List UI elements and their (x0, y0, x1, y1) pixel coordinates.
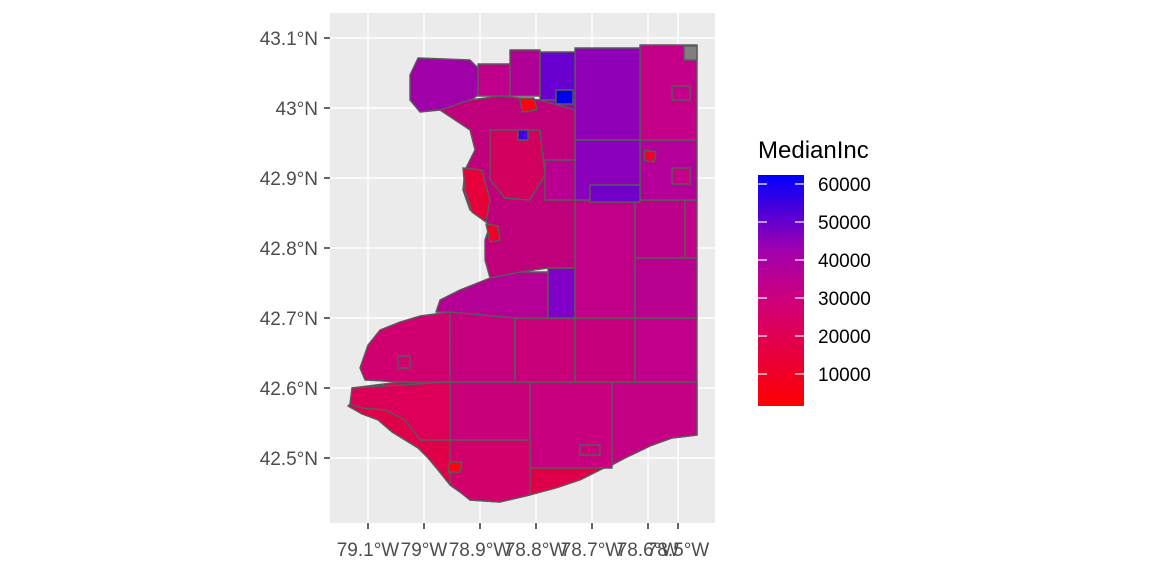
y-tick-label: 42.7°N (260, 309, 318, 330)
region-middle-b (514, 317, 576, 383)
region-small-south (579, 444, 601, 456)
x-tick-label: 78.7°W (561, 540, 624, 561)
legend-label: 30000 (818, 289, 871, 310)
region-south-west (349, 381, 451, 441)
region-red-tract-north (519, 97, 538, 113)
legend-label: 20000 (818, 327, 871, 348)
x-axis-labels: 79.1°W 79°W 78.9°W 78.8°W 78.7°W 78.6°W … (337, 540, 710, 561)
region-middle-c (574, 317, 636, 383)
region-middle-east (634, 317, 698, 383)
region-city-west-red (462, 167, 491, 223)
region-dark-blue-tract (555, 89, 574, 105)
region-small-east-b (671, 85, 691, 101)
region-north-center (574, 47, 641, 141)
region-south-far-east (611, 381, 698, 466)
region-small-west (397, 355, 411, 369)
y-tick-label: 42.8°N (260, 239, 318, 260)
y-tick-label: 42.5°N (260, 449, 318, 470)
y-tick-label: 42.9°N (260, 169, 318, 190)
legend-label: 60000 (818, 175, 871, 196)
region-central-east-c (684, 199, 698, 259)
region-city-ring (544, 159, 576, 201)
axis-ticks (324, 37, 679, 529)
legend-label: 40000 (818, 251, 871, 272)
region-south-low (449, 439, 531, 503)
region-middle-a (449, 311, 516, 383)
legend-title: MedianInc (758, 137, 869, 164)
region-red-tract-south (447, 461, 463, 473)
region-na-tract (683, 45, 698, 61)
x-tick-label: 79°W (401, 540, 448, 561)
region-north-tip (509, 49, 541, 97)
region-central-a (574, 199, 636, 319)
region-city-inner (489, 129, 546, 201)
legend: MedianInc 60000 50000 40000 30000 20000 … (758, 137, 871, 406)
region-small-east-a (671, 167, 691, 185)
x-tick-label: 79.1°W (337, 540, 400, 561)
y-tick-label: 42.6°N (260, 379, 318, 400)
legend-colorbar (758, 175, 804, 406)
region-south-center (449, 381, 531, 441)
region-purple-block (547, 267, 576, 319)
x-tick-label: 78.5°W (647, 540, 710, 561)
region-red-tract-east (643, 149, 657, 163)
legend-label: 50000 (818, 213, 871, 234)
x-tick-label: 78.6°W (617, 540, 680, 561)
y-axis-labels: 43.1°N 43°N 42.9°N 42.8°N 42.7°N 42.6°N … (260, 29, 318, 470)
x-tick-label: 78.9°W (449, 540, 512, 561)
region-purple-strip (589, 184, 641, 203)
region-blue-tract-small (517, 129, 529, 141)
legend-ticks (758, 183, 804, 375)
region-north-west-b (477, 63, 511, 97)
region-city-south-red (485, 223, 501, 243)
county-regions (347, 44, 698, 503)
y-tick-label: 43°N (276, 99, 318, 120)
legend-label: 10000 (818, 365, 871, 386)
region-central-east-a (634, 199, 686, 259)
region-central-east-b (634, 257, 698, 319)
y-tick-label: 43.1°N (260, 29, 318, 50)
x-tick-label: 78.8°W (505, 540, 568, 561)
